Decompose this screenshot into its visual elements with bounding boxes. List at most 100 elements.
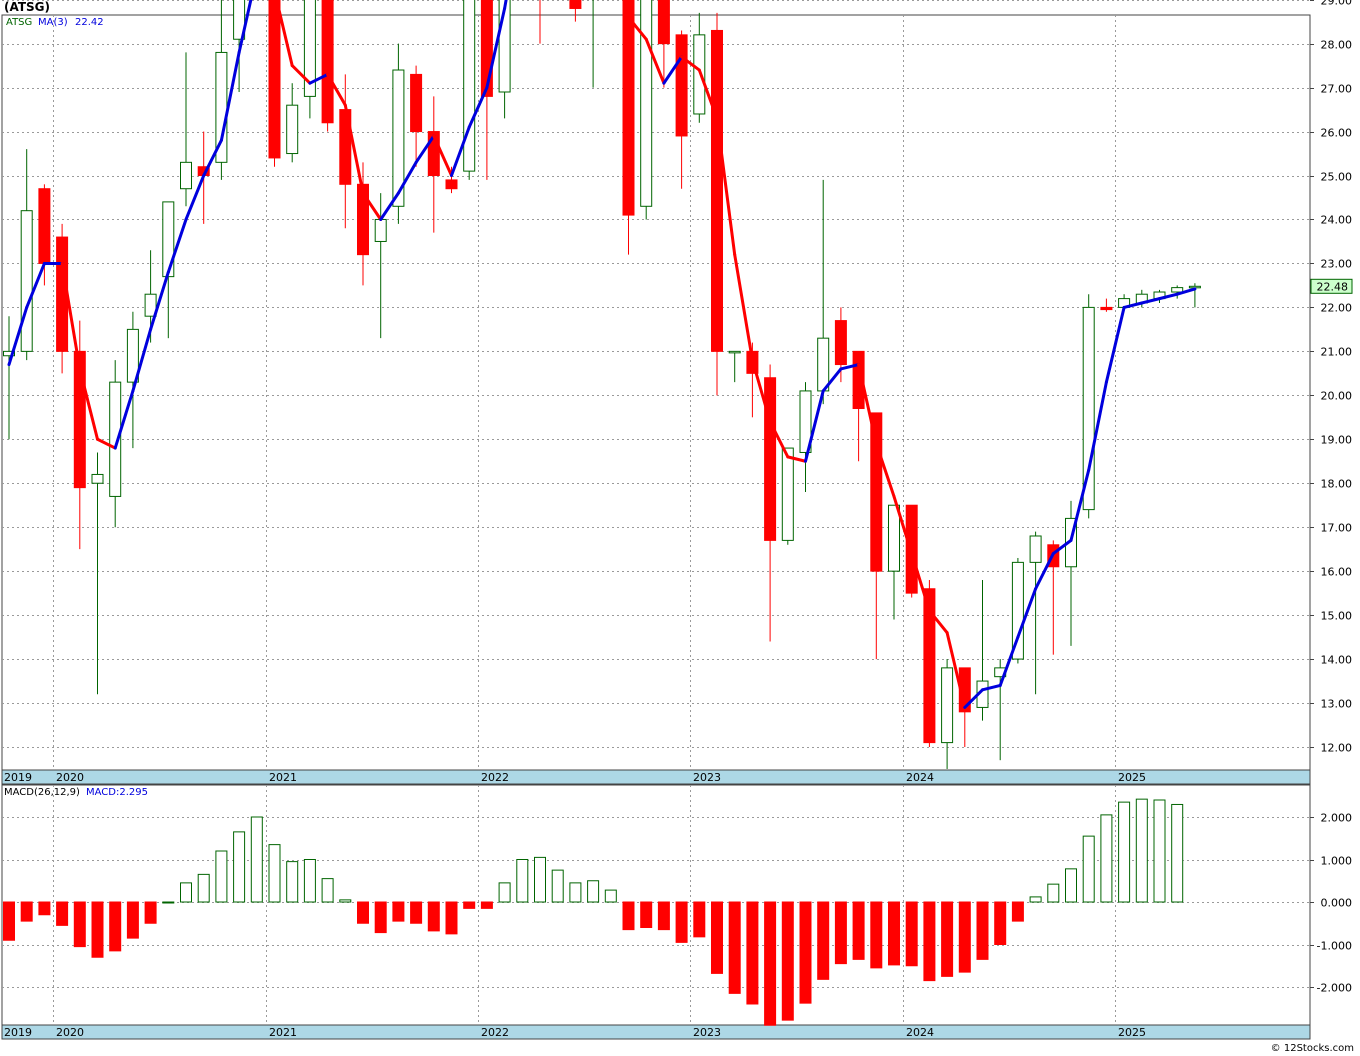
price-xtick-label: 2021 <box>269 771 297 784</box>
macd-bar <box>870 901 883 969</box>
ma-segment <box>166 217 188 274</box>
macd-bar <box>569 882 582 903</box>
macd-bar <box>374 901 387 934</box>
macd-bar <box>392 901 405 922</box>
price-ytick-label: 29.00 <box>1321 0 1353 8</box>
ma-segment <box>361 191 383 221</box>
candle-body <box>569 0 582 9</box>
ma-segment <box>1104 305 1126 384</box>
macd-bar <box>1047 883 1060 903</box>
chart-title: (ATSG) <box>4 0 50 14</box>
macd-ytick-label: 1.000 <box>1321 855 1353 868</box>
last-price-tag <box>1310 278 1353 294</box>
price-ytick-label: 20.00 <box>1321 390 1353 403</box>
candle-body <box>427 131 440 177</box>
price-ytick-label: 14.00 <box>1321 654 1353 667</box>
price-ytick-label: 22.00 <box>1321 302 1353 315</box>
ma-segment <box>78 367 99 441</box>
ma-segment <box>697 68 719 120</box>
candle-body <box>1082 306 1095 511</box>
macd-xtick-label: 2020 <box>56 1026 84 1039</box>
ma-segment <box>237 0 253 54</box>
macd-bar <box>958 901 971 973</box>
candle-body <box>941 667 954 744</box>
macd-ytick-label: 0.000 <box>1321 897 1353 910</box>
macd-plot-area <box>1 784 1311 1026</box>
candle-body <box>1100 306 1113 311</box>
ma-segment <box>998 635 1020 687</box>
ma-segment <box>96 437 117 450</box>
macd-bar <box>56 901 69 926</box>
macd-bar <box>1082 835 1095 903</box>
macd-bar <box>427 901 440 932</box>
ma-segment <box>804 389 825 463</box>
price-ytick-label: 19.00 <box>1321 434 1353 447</box>
ma-segment <box>467 86 489 129</box>
macd-bar <box>746 901 759 1005</box>
macd-bar <box>233 831 246 903</box>
ma-segment <box>414 134 436 164</box>
macd-bar <box>3 901 15 941</box>
macd-bar <box>852 901 865 960</box>
candle-body <box>923 588 936 744</box>
macd-bar <box>1153 799 1166 903</box>
price-xtick-label: 2019 <box>4 771 32 784</box>
candle-body <box>144 293 157 317</box>
price-ytick-label: 23.00 <box>1321 258 1353 271</box>
macd-xtick-label: 2022 <box>481 1026 509 1039</box>
price-ytick-label: 18.00 <box>1321 478 1353 491</box>
candle-body <box>1171 287 1184 293</box>
macd-bar <box>1011 901 1024 922</box>
candle-body <box>321 0 334 124</box>
ma-segment <box>396 160 418 195</box>
ma-segment <box>715 116 737 257</box>
last-price-label: 22.48 <box>1317 280 1349 293</box>
macd-bar <box>1100 814 1113 903</box>
macd-bar <box>321 878 334 903</box>
macd-bar <box>657 901 670 931</box>
ma-segment <box>219 50 241 142</box>
price-xaxis-strip <box>1 769 1311 785</box>
ma-segment <box>432 134 453 178</box>
candle-body <box>799 390 812 453</box>
macd-bar <box>834 901 847 965</box>
macd-bar <box>781 901 794 1021</box>
macd-bar <box>764 901 777 1026</box>
macd-bar <box>357 901 369 924</box>
price-ytick-label: 28.00 <box>1321 39 1353 52</box>
candle-body <box>711 29 723 352</box>
macd-bar <box>286 861 299 903</box>
candle-body <box>392 69 405 207</box>
macd-bar <box>551 869 564 903</box>
price-ytick-label: 24.00 <box>1321 214 1353 227</box>
ma-segment <box>1051 538 1073 556</box>
price-xtick-label: 2024 <box>906 771 934 784</box>
ma-segment <box>750 358 772 424</box>
macd-xtick-label: 2024 <box>906 1026 934 1039</box>
credit-text: © 12Stocks.com <box>1270 1043 1354 1054</box>
ma-segment <box>131 327 153 393</box>
candle-body <box>73 350 86 489</box>
candle-body <box>1011 561 1024 660</box>
ma-segment <box>450 125 471 178</box>
macd-bar <box>817 901 830 980</box>
ma-segment <box>202 138 223 178</box>
price-panel: 12.00 13.00 14.00 15.00 16.00 17.00 18.00 19.00… <box>1 0 1353 785</box>
macd-bar <box>675 901 688 943</box>
price-ytick-label: 16.00 <box>1321 566 1353 579</box>
macd-bar <box>1135 798 1148 903</box>
candle-body <box>675 34 688 137</box>
ma-segment <box>733 253 754 362</box>
candle-body <box>888 504 900 572</box>
price-xtick-label: 2022 <box>481 771 509 784</box>
macd-panel: 2.000 1.000 0.000 -1.000 -2.000 2019 2020 2021 2… <box>1 784 1353 1040</box>
ma-segment <box>768 420 790 459</box>
candle-body <box>640 0 653 207</box>
macd-bar <box>445 901 458 935</box>
macd-bar <box>994 901 1007 945</box>
ma-segment <box>786 455 807 463</box>
macd-bar <box>976 901 989 960</box>
macd-bar <box>941 901 954 977</box>
macd-bar <box>1029 896 1042 903</box>
ma-segment <box>113 389 135 450</box>
